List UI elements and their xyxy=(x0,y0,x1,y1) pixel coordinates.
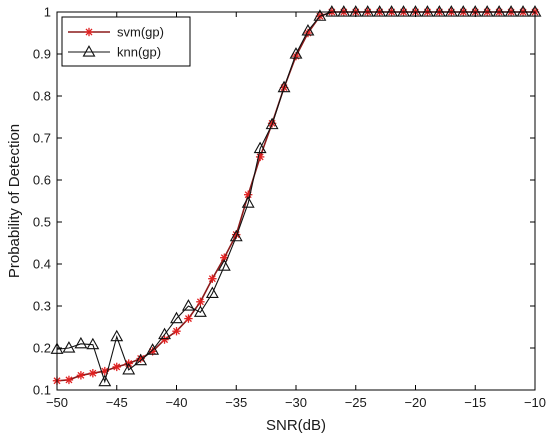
x-tick-label: −40 xyxy=(165,395,187,410)
data-point xyxy=(337,5,351,17)
data-point xyxy=(193,305,207,317)
data-point xyxy=(160,335,169,344)
data-point xyxy=(253,141,267,154)
data-point xyxy=(170,311,183,324)
x-tick-label: −25 xyxy=(345,395,367,410)
plot-area xyxy=(57,12,535,390)
data-point xyxy=(158,327,171,340)
y-tick-label: 0.9 xyxy=(33,47,51,62)
y-tick-label: 0.6 xyxy=(33,173,51,188)
data-point xyxy=(134,353,148,366)
legend: svm(gp) knn(gp) xyxy=(61,16,191,67)
data-point xyxy=(112,362,121,372)
x-tick-label: −10 xyxy=(524,395,546,410)
data-point xyxy=(456,5,470,17)
y-tick-label: 0.1 xyxy=(33,383,51,398)
x-tick-label: −45 xyxy=(106,395,128,410)
data-point xyxy=(241,196,255,208)
data-point xyxy=(208,274,217,283)
x-tick-label: −50 xyxy=(46,395,68,410)
data-point xyxy=(98,374,112,387)
data-point xyxy=(516,5,530,17)
data-point xyxy=(184,314,193,323)
data-point xyxy=(265,117,279,130)
data-point xyxy=(88,369,98,378)
x-axis-label: SNR(dB) xyxy=(266,417,326,434)
y-tick-label: 1 xyxy=(44,5,51,20)
y-tick-label: 0.4 xyxy=(33,257,51,272)
x-tick-label: −35 xyxy=(225,395,247,410)
data-point xyxy=(86,337,100,350)
data-point xyxy=(74,336,88,349)
data-point xyxy=(301,23,315,36)
legend-entries: svm(gp) knn(gp) xyxy=(68,25,164,60)
y-tick-label: 0.7 xyxy=(33,131,51,146)
data-point xyxy=(205,286,219,299)
data-point xyxy=(385,5,399,17)
data-point xyxy=(313,9,327,21)
legend-box xyxy=(61,16,191,67)
data-point xyxy=(64,375,74,385)
data-point xyxy=(397,5,410,17)
tick-layer: −50 −45 −40 −35 −30 −25 −20 −15 −10 0.1 0.2 0.3 0.4 0… xyxy=(33,5,546,411)
data-point xyxy=(217,259,231,271)
x-tick-label: −15 xyxy=(464,395,486,410)
data-point xyxy=(432,5,446,17)
legend-label: knn(gp) xyxy=(117,45,161,60)
y-tick-label: 0.3 xyxy=(33,299,51,314)
y-tick-label: 0.8 xyxy=(33,89,51,104)
data-point xyxy=(122,362,136,375)
data-point xyxy=(504,5,518,17)
data-point xyxy=(110,329,124,342)
data-point xyxy=(229,229,243,242)
data-point xyxy=(289,47,303,59)
data-point xyxy=(421,5,434,17)
legend-entry-1: knn(gp) xyxy=(68,45,161,60)
data-point xyxy=(480,5,494,17)
x-tick-label: −20 xyxy=(404,395,426,410)
data-point xyxy=(277,80,291,93)
data-point xyxy=(182,299,195,311)
legend-marker xyxy=(82,45,96,57)
data-point xyxy=(325,5,339,17)
data-point xyxy=(444,5,458,17)
y-tick-label: 0.5 xyxy=(33,215,51,230)
data-point xyxy=(146,343,160,355)
y-axis-label: Probability of Detection xyxy=(6,124,23,278)
x-tick-label: −30 xyxy=(285,395,307,410)
data-point xyxy=(62,341,76,353)
legend-entry-0: svm(gp) xyxy=(68,25,164,40)
data-point xyxy=(172,327,181,336)
legend-marker xyxy=(84,27,94,37)
data-point xyxy=(196,297,205,306)
data-point xyxy=(361,5,375,17)
legend-label: svm(gp) xyxy=(117,25,164,40)
y-tick-label: 0.2 xyxy=(33,341,51,356)
data-point xyxy=(373,5,387,17)
data-point xyxy=(492,5,506,17)
data-point xyxy=(76,371,86,380)
